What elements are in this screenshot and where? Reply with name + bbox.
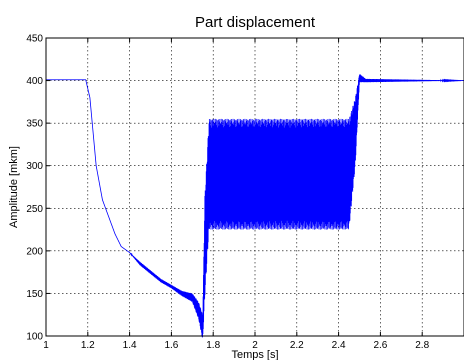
y-tick-label: 300 (26, 161, 43, 172)
y-tick-label: 250 (26, 204, 43, 215)
y-tick-label: 450 (26, 34, 43, 45)
x-tick-label: 2.8 (415, 340, 429, 351)
x-tick-label: 2 (252, 340, 258, 351)
y-tick-label: 400 (26, 76, 43, 87)
y-tick-label: 150 (26, 289, 43, 300)
x-tick-label: 1.6 (164, 340, 178, 351)
x-tick-label: 2.6 (373, 340, 387, 351)
x-tick-label: 1 (43, 340, 49, 351)
y-tick-label: 200 (26, 246, 43, 257)
chart-title: Part displacement (195, 14, 316, 31)
y-tick-label: 100 (26, 332, 43, 343)
x-tick-label: 2.2 (290, 340, 304, 351)
x-tick-label: 1.2 (81, 340, 95, 351)
x-tick-label: 1.4 (123, 340, 137, 351)
ticks: 1 1.2 1.4 1.6 1.8 2 2.2 2.4 2.6 2.8 100 150 200 250 30… (26, 34, 429, 352)
series-layer (46, 74, 464, 338)
x-tick-label: 2.4 (332, 340, 346, 351)
series-line (46, 74, 464, 338)
y-axis-label: Amplitude [mkm] (8, 146, 20, 228)
y-tick-label: 350 (26, 119, 43, 130)
x-tick-label: 1.8 (206, 340, 220, 351)
x-axis-label: Temps [s] (231, 349, 278, 360)
